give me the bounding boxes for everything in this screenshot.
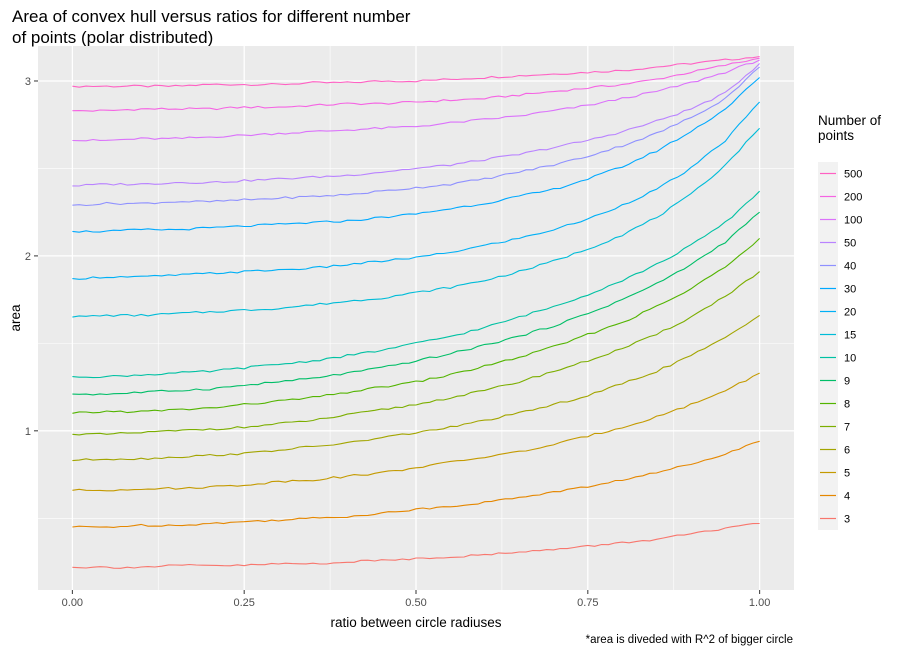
- x-axis-label: ratio between circle radiuses: [330, 615, 501, 630]
- legend: Number of points 500 200 100 50 40 30 20 15 10 9 8 7…: [818, 113, 881, 530]
- x-tick-label: 0.75: [577, 597, 598, 609]
- series-line-15: [72, 127, 760, 318]
- legend-label-20: 20: [844, 307, 856, 319]
- legend-label-8: 8: [844, 399, 850, 411]
- x-tick-label: 0.50: [405, 597, 426, 609]
- series-line-50: [72, 63, 760, 187]
- caption: *area is diveded with R^2 of bigger circ…: [586, 634, 793, 646]
- series-line-5: [72, 372, 760, 492]
- legend-label-100: 100: [844, 215, 862, 227]
- legend-label-30: 30: [844, 284, 856, 296]
- y-tick-label: 2: [25, 251, 31, 263]
- series-line-8: [72, 238, 760, 414]
- legend-label-500: 500: [844, 169, 862, 181]
- legend-label-40: 40: [844, 261, 856, 273]
- y-axis-ticks: 1 2 3: [25, 76, 38, 438]
- x-tick-label: 1.00: [749, 597, 770, 609]
- legend-label-50: 50: [844, 238, 856, 250]
- series-line-9: [72, 211, 760, 396]
- series-line-100: [72, 59, 760, 142]
- legend-label-3: 3: [844, 514, 850, 526]
- legend-title: Number of: [818, 113, 881, 128]
- legend-label-10: 10: [844, 353, 856, 365]
- y-tick-label: 3: [25, 76, 31, 88]
- series-line-6: [72, 314, 760, 462]
- series-line-10: [72, 190, 760, 379]
- legend-label-15: 15: [844, 330, 856, 342]
- series-lines: [72, 55, 760, 569]
- legend-label-5: 5: [844, 468, 850, 480]
- series-line-20: [72, 101, 760, 280]
- legend-label-200: 200: [844, 192, 862, 204]
- series-line-3: [72, 522, 760, 569]
- x-tick-label: 0.25: [233, 597, 254, 609]
- chart-title: Area of convex hull versus ratios for di…: [12, 7, 411, 47]
- x-axis-ticks: 0.00 0.25 0.50 0.75 1.00: [62, 590, 770, 609]
- x-tick-label: 0.00: [62, 597, 83, 609]
- y-axis-label: area: [8, 304, 23, 332]
- series-line-500: [72, 55, 760, 88]
- legend-label-7: 7: [844, 422, 850, 434]
- series-line-4: [72, 440, 760, 528]
- series-line-200: [72, 57, 760, 112]
- legend-title: points: [818, 128, 854, 143]
- grid-major: [38, 46, 794, 590]
- series-line-7: [72, 271, 760, 436]
- legend-label-4: 4: [844, 491, 850, 503]
- legend-label-6: 6: [844, 445, 850, 457]
- y-tick-label: 1: [25, 426, 31, 438]
- legend-label-9: 9: [844, 376, 850, 388]
- series-line-40: [72, 66, 760, 207]
- series-line-30: [72, 77, 760, 233]
